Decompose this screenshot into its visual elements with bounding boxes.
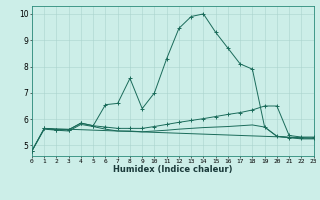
X-axis label: Humidex (Indice chaleur): Humidex (Indice chaleur) xyxy=(113,165,233,174)
